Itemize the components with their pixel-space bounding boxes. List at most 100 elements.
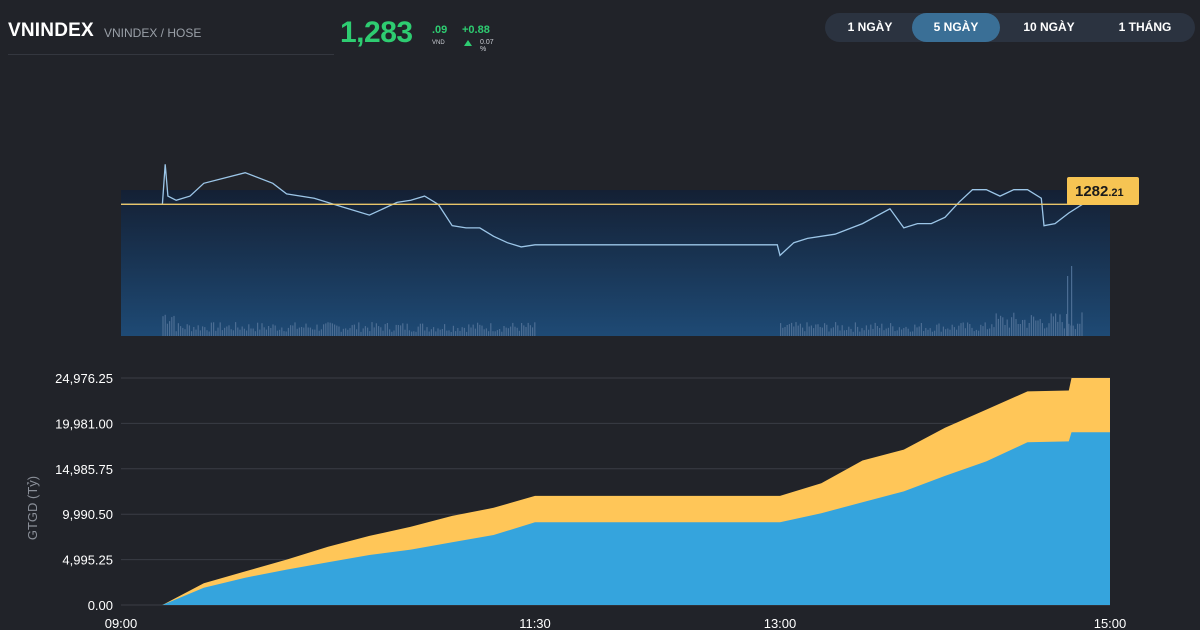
volume-bar [989, 328, 991, 336]
volume-bar [918, 326, 920, 336]
volume-bar [362, 328, 364, 336]
volume-bar [378, 326, 380, 336]
volume-bar [945, 329, 947, 336]
price-change: +0.88 [462, 24, 490, 36]
volume-bar [1068, 323, 1070, 336]
volume-bar [898, 327, 900, 336]
volume-bar [301, 327, 303, 336]
volume-bar [188, 325, 190, 336]
volume-bar [843, 330, 845, 336]
volume-bar [854, 322, 856, 336]
volume-bar [819, 327, 821, 336]
volume-bar [221, 330, 223, 336]
volume-bar [949, 329, 951, 336]
tab-5-days[interactable]: 5 NGÀY [912, 13, 1000, 42]
volume-bar [287, 327, 289, 336]
volume-bar [846, 330, 848, 336]
volume-bar [857, 326, 859, 336]
volume-bar [180, 326, 182, 336]
volume-bar [1057, 321, 1059, 336]
volume-bar [206, 330, 208, 336]
y-tick-label: 24,976.25 [55, 371, 113, 386]
volume-bar [386, 323, 388, 336]
volume-bar [226, 326, 228, 336]
volume-bar [914, 324, 916, 336]
volume-bar [353, 324, 355, 336]
volume-bar [984, 322, 986, 336]
y-axis-label: GTGD (Tỷ) [25, 476, 40, 540]
tab-10-days[interactable]: 10 NGÀY [1023, 20, 1075, 34]
y-tick-label: 14,985.75 [55, 462, 113, 477]
volume-bar [389, 329, 391, 336]
volume-bar [439, 329, 441, 336]
volume-bar [925, 328, 927, 336]
volume-bar [993, 327, 995, 336]
volume-bar [920, 323, 922, 336]
volume-bar [971, 327, 973, 336]
volume-bar [274, 325, 276, 336]
volume-bar [441, 329, 443, 336]
volume-bar [835, 322, 837, 336]
volume-bar [879, 328, 881, 336]
volume-bar [197, 325, 199, 336]
volume-bar [826, 324, 828, 336]
volume-bar [525, 327, 527, 336]
volume-bar [967, 322, 969, 336]
volume-bar [338, 326, 340, 336]
volume-bar [832, 327, 834, 336]
tab-1-day[interactable]: 1 NGÀY [847, 20, 893, 34]
volume-bar [514, 326, 516, 336]
volume-bar [518, 330, 520, 336]
volume-bar [199, 330, 201, 336]
volume-bar [261, 323, 263, 336]
volume-bar [380, 327, 382, 336]
volume-bar [907, 328, 909, 336]
volume-bar [182, 327, 184, 336]
volume-bar [527, 322, 529, 336]
range-tabs: 1 NGÀY 5 NGÀY 10 NGÀY 1 THÁNG [825, 13, 1195, 42]
volume-bar [1000, 315, 1002, 336]
volume-bar [516, 327, 518, 336]
volume-bar [215, 330, 217, 336]
volume-bar [1002, 317, 1004, 336]
volume-bar [1050, 313, 1052, 336]
volume-bar [1013, 312, 1015, 336]
volume-bar [373, 327, 375, 336]
volume-bar [973, 331, 975, 336]
volume-bar [219, 322, 221, 336]
volume-bar [208, 331, 210, 336]
volume-bar [294, 322, 296, 336]
volume-bar [936, 324, 938, 336]
volume-bar [927, 329, 929, 336]
volume-bar [786, 325, 788, 336]
volume-bar [307, 327, 309, 336]
volume-bar [384, 324, 386, 336]
y-tick-labels: 24,976.25 19,981.00 14,985.75 9,990.50 4,995… [55, 371, 113, 613]
value-chart: 24,976.25 19,981.00 14,985.75 9,990.50 4,995… [25, 371, 1126, 630]
volume-bar [808, 326, 810, 336]
volume-bar [422, 323, 424, 336]
volume-bar [1066, 314, 1068, 336]
volume-bar [164, 314, 166, 336]
volume-bar [466, 331, 468, 336]
volume-bar [169, 321, 171, 336]
volume-bar [364, 326, 366, 336]
volume-bar [863, 330, 865, 336]
volume-bar [419, 323, 421, 336]
volume-bar [956, 329, 958, 336]
volume-bar [1028, 323, 1030, 336]
volume-bar [883, 330, 885, 336]
volume-bar [459, 330, 461, 336]
volume-bar [828, 331, 830, 336]
volume-bar [331, 323, 333, 336]
volume-bar [316, 324, 318, 336]
volume-bar [406, 323, 408, 336]
volume-bar [1079, 323, 1081, 336]
volume-bar [815, 324, 817, 336]
volume-bar [874, 322, 876, 336]
volume-bar [250, 328, 252, 336]
volume-bar [890, 323, 892, 336]
volume-bar [982, 326, 984, 336]
tab-1-month[interactable]: 1 THÁNG [1118, 20, 1172, 34]
up-arrow-icon [464, 40, 472, 46]
